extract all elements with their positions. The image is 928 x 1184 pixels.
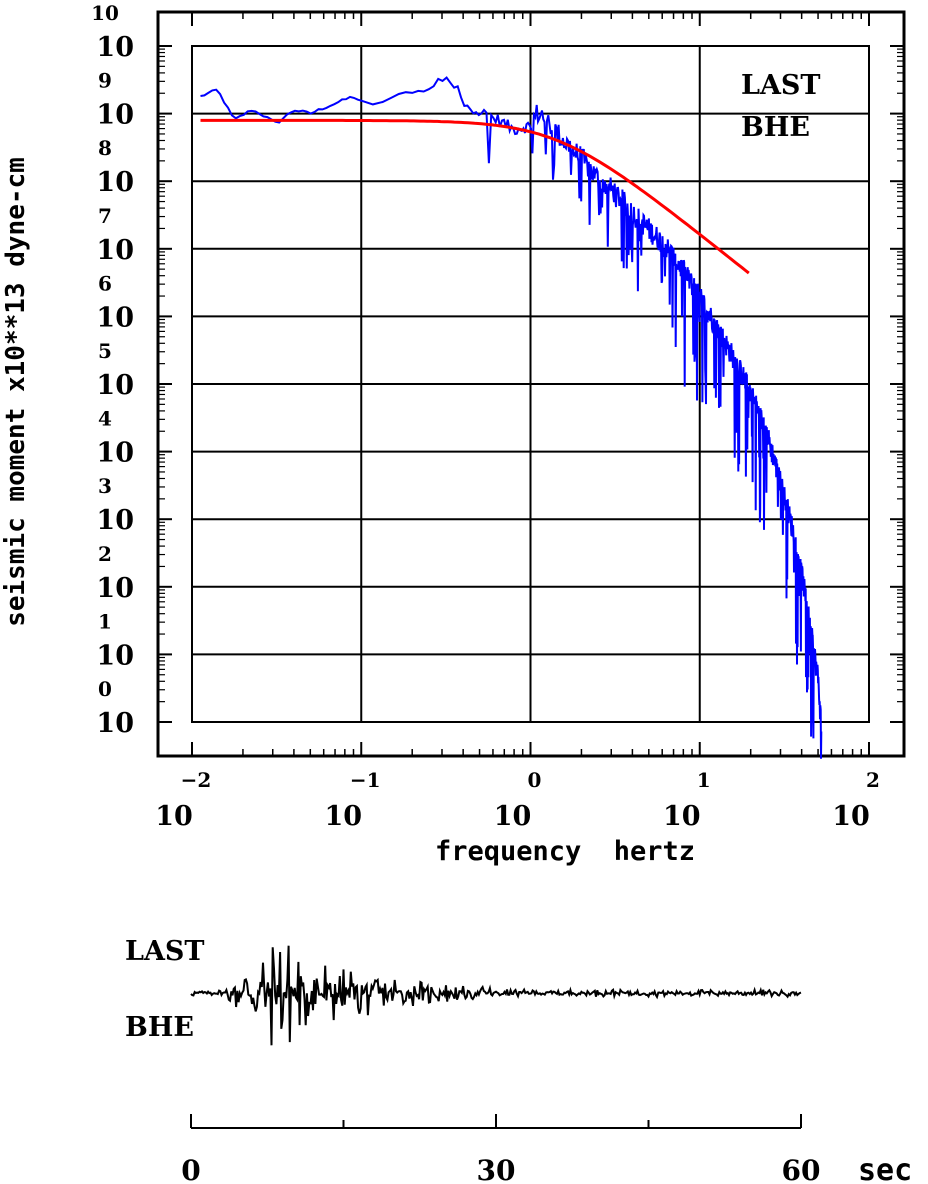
y-tick-label-base: 10	[96, 370, 134, 401]
seismogram-waveform	[190, 945, 802, 1046]
y-tick-label-base: 10	[96, 640, 134, 671]
y-tick-label-exponent: 6	[98, 271, 112, 295]
y-tick-label-exponent: 5	[98, 339, 112, 363]
grid-lines	[192, 46, 869, 722]
seismogram-station-label: LAST	[125, 936, 205, 967]
x-tick-label-base: 10	[494, 801, 532, 832]
x-tick-label-exponent: 1	[697, 768, 711, 792]
y-axis-label: seismic moment x10**13 dyne-cm	[1, 157, 31, 627]
seismogram-trace	[190, 945, 802, 1046]
y-tick-labels: 10 10 10 9 10 8 10 7 10 6 10 5 10 4 10 3 10 2 10 1 10 0	[91, 1, 134, 739]
y-tick-label-exponent: 10	[91, 1, 119, 25]
y-tick-label-exponent: 4	[98, 407, 112, 431]
y-tick-label-base: 10	[96, 302, 134, 333]
y-tick-label-base: 10	[96, 167, 134, 198]
y-tick-label-base: 10	[96, 100, 134, 131]
x-tick-label-base: 10	[832, 801, 870, 832]
x-tick-label-base: 10	[663, 801, 701, 832]
time-tick-label: 0	[181, 1154, 200, 1184]
time-tick-label: 30	[477, 1154, 516, 1184]
x-tick-label-exponent: −2	[181, 768, 212, 792]
x-tick-label-base: 10	[324, 801, 362, 832]
spectrum-component-label: BHE	[741, 112, 810, 143]
y-tick-label-exponent: 3	[98, 474, 112, 498]
time-unit-label: sec	[858, 1153, 912, 1184]
spectrum-series	[200, 76, 823, 759]
spectrum-plot: LAST BHE 1010109108107106105104103102101…	[1, 1, 906, 867]
y-tick-label-base: 10	[96, 708, 134, 739]
x-tick-labels: −2 10 −1 10 0 10 1 10 2 10	[155, 768, 880, 832]
time-axis-ticks: 0 30 60	[181, 1114, 820, 1184]
seismogram-panel: LAST BHE 0 30 60 sec	[125, 936, 912, 1184]
y-tick-label-exponent: 0	[98, 677, 112, 701]
time-tick-label: 60	[782, 1154, 821, 1184]
y-tick-label-base: 10	[96, 32, 134, 63]
x-tick-label-exponent: −1	[350, 768, 381, 792]
x-tick-label-base: 10	[155, 801, 193, 832]
y-tick-label-exponent: 8	[98, 136, 112, 160]
tick-marks	[158, 12, 904, 756]
y-tick-label-base: 10	[96, 505, 134, 536]
seismogram-component-label: BHE	[125, 1012, 194, 1043]
x-tick-label-exponent: 0	[528, 768, 542, 792]
y-tick-label-base: 10	[96, 573, 134, 604]
y-tick-label-exponent: 1	[98, 609, 112, 633]
y-tick-label-exponent: 2	[98, 542, 112, 566]
x-tick-label-exponent: 2	[866, 768, 880, 792]
y-tick-label-exponent: 9	[98, 69, 112, 93]
y-tick-label-base: 10	[96, 438, 134, 469]
spectrum-station-label: LAST	[741, 70, 821, 101]
y-tick-label-base: 10	[96, 235, 134, 266]
x-axis-label: frequency hertz	[435, 836, 695, 867]
spectrum-model-fit-series	[200, 118, 750, 275]
y-tick-label-exponent: 7	[98, 204, 112, 228]
